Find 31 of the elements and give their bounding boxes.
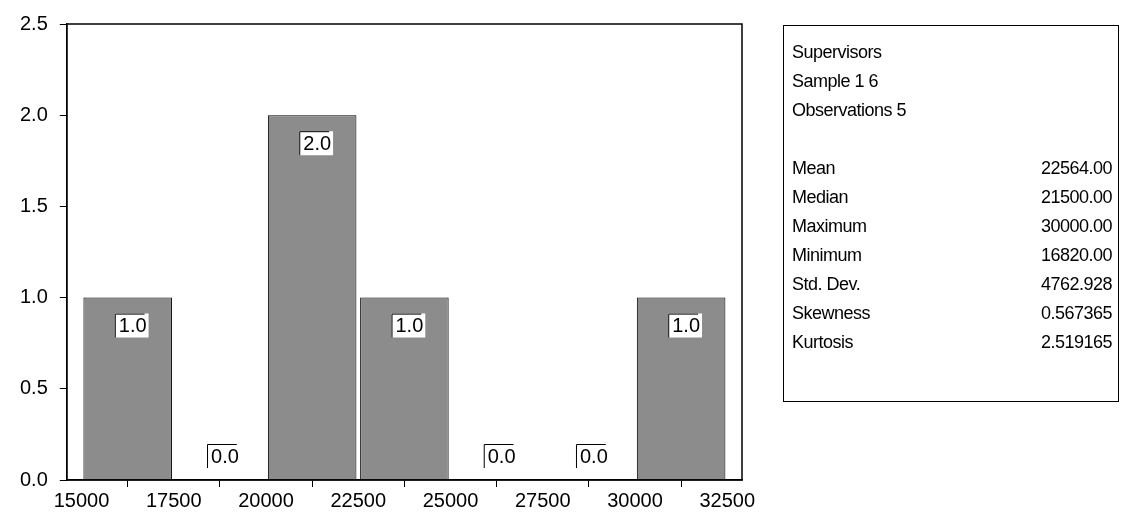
data-label: 1.0 [672,314,701,337]
text: Observations 5 [792,99,907,122]
x-tick-label: 22500 [330,488,387,511]
x-tick-label: 17500 [145,488,202,511]
y-tick-label: 1.5 [19,193,48,216]
x-tick-label: 25000 [422,488,479,511]
text: Std. Dev. 4762.928 [792,274,1112,294]
text: Kurtosis 2.519165 [792,332,1112,352]
y-tick-label: 2.0 [19,102,48,125]
text: Sample 1 6 [792,70,879,93]
data-label: 0.0 [211,444,239,467]
y-tick-label: 0.5 [19,376,48,399]
x-tick-label: 32500 [699,488,756,511]
y-tick-label: 1.0 [19,285,48,308]
data-label: 0.0 [487,444,516,467]
y-tick-label: 2.5 [19,11,48,34]
text: Maximum 30000.00 [792,216,1112,236]
text: Median 21500.00 [792,187,1112,207]
text: Skewness 0.567365 [792,303,1112,323]
text: Mean 22564.00 [792,158,1112,178]
y-tick-label: 0.0 [19,467,48,490]
x-tick-label: 27500 [514,488,571,511]
x-tick-label: 30000 [607,488,663,511]
data-label: 0.0 [579,444,608,467]
text: Supervisors [792,41,882,64]
x-tick-label: 20000 [238,488,294,511]
data-label: 1.0 [395,314,424,337]
data-label: 1.0 [118,314,147,337]
text: Minimum 16820.00 [792,245,1112,265]
data-label: 2.0 [303,131,332,154]
x-tick-label: 15000 [53,488,110,511]
